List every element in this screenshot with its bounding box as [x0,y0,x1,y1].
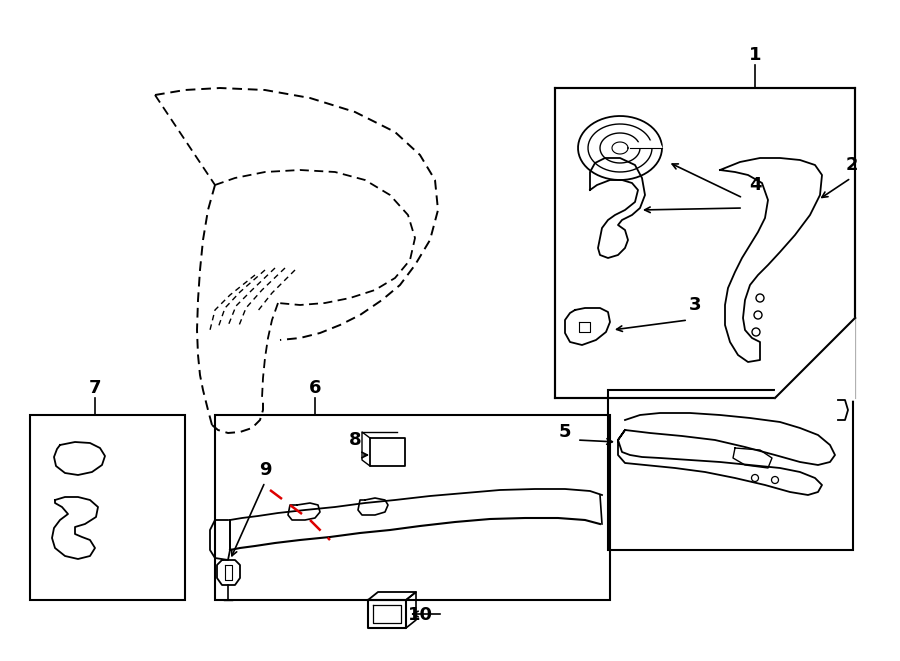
Text: 2: 2 [846,156,859,174]
Bar [215,415,610,600]
Text: 1: 1 [749,46,761,64]
Text: 7: 7 [89,379,101,397]
Text: 9: 9 [259,461,271,479]
Text: 6: 6 [309,379,321,397]
Polygon shape [775,318,855,400]
Bar [555,88,855,398]
Text: 5: 5 [559,423,572,441]
Text: 10: 10 [408,606,433,624]
Text: 3: 3 [688,296,701,314]
Polygon shape [630,140,662,148]
Bar [608,390,853,550]
Text: 4: 4 [749,176,761,194]
Text: 8: 8 [348,431,361,449]
Bar [30,415,185,600]
